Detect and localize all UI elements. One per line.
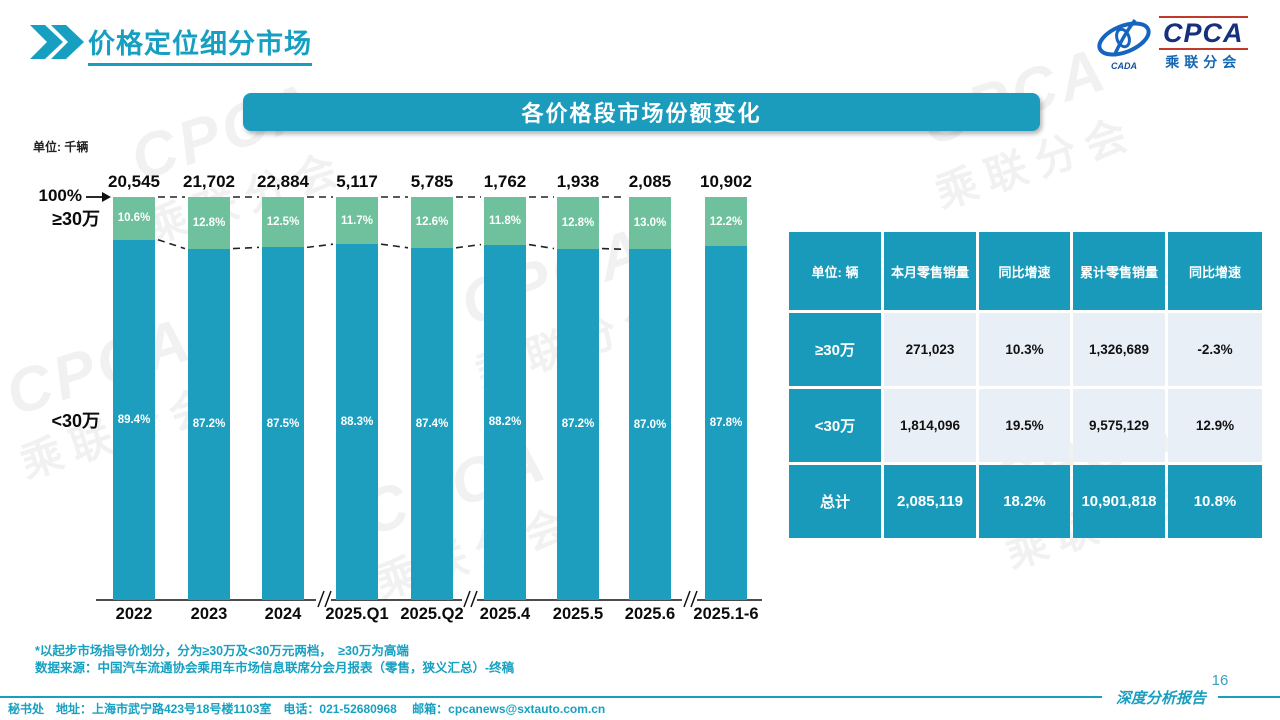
bar-segment-high: 10.6% — [113, 197, 155, 240]
bar-segment-low: 88.3% — [336, 244, 378, 600]
bar-segment-high: 11.7% — [336, 197, 378, 245]
table-header-cell: 单位: 辆 — [789, 232, 881, 310]
footer-rule-right — [1218, 696, 1280, 698]
bar-segment-low: 88.2% — [484, 244, 526, 600]
table-header-cell: 同比增速 — [979, 232, 1070, 310]
bar-segment-high: 13.0% — [629, 197, 671, 250]
bar-segment-high: 12.8% — [557, 197, 599, 249]
cpca-logo: CADA CPCA 乘联分会 — [1093, 16, 1248, 72]
table-cell: 2,085,119 — [884, 465, 976, 538]
axis-100-label: 100% — [38, 186, 82, 205]
footer-rule-left — [0, 696, 1102, 698]
bar-segment-low: 87.8% — [705, 246, 747, 600]
table-header-cell: 本月零售销量 — [884, 232, 976, 310]
footnote-source: 数据来源：中国汽车流通协会乘用车市场信息联席分会月报表（零售，狭义汇总）-终稿 — [35, 661, 515, 675]
table-row-label: 总计 — [789, 465, 881, 538]
chart-title-banner: 各价格段市场份额变化 — [243, 93, 1040, 131]
bar-segment-high: 12.5% — [262, 197, 304, 248]
bar-segment-high: 12.2% — [705, 197, 747, 247]
table-cell: 10.8% — [1168, 465, 1262, 538]
bar-segment-low: 89.4% — [113, 239, 155, 600]
bar-segment-low: 87.5% — [262, 247, 304, 600]
bar-total-label: 5,117 — [336, 172, 378, 191]
table-row-label: ≥30万 — [789, 313, 881, 386]
bar-total-label: 10,902 — [700, 172, 752, 191]
table-cell: 9,575,129 — [1073, 389, 1165, 462]
table-cell: 1,326,689 — [1073, 313, 1165, 386]
x-axis-label: 2025.6 — [624, 605, 676, 623]
page-number: 16 — [1211, 672, 1229, 689]
table-cell: 18.2% — [979, 465, 1070, 538]
summary-table: 单位: 辆本月零售销量 同比增速 累计零售销量 同比增速 ≥30万 271,023 10.3… — [789, 232, 1262, 538]
double-chevron-icon — [30, 25, 86, 64]
table-row-label: <30万 — [789, 389, 881, 462]
bar-segment-high: 11.8% — [484, 197, 526, 245]
bar-segment-low: 87.0% — [629, 249, 671, 600]
footer-contact: 秘书处 地址：上海市武宁路423号18号楼1103室 电话：021-526809… — [8, 702, 606, 716]
x-axis-label: 2023 — [190, 605, 228, 623]
logo-cpca-text: CPCA — [1159, 16, 1248, 50]
table-header-cell: 同比增速 — [1168, 232, 1262, 310]
table-cell: -2.3% — [1168, 313, 1262, 386]
bar-segment-high: 12.8% — [188, 197, 230, 249]
report-type-label: 深度分析报告 — [1115, 689, 1206, 707]
table-header-cell: 累计零售销量 — [1073, 232, 1165, 310]
logo-subtext: 乘联分会 — [1165, 54, 1242, 70]
bar-total-label: 1,762 — [483, 172, 527, 191]
emblem-caption: CADA — [1111, 61, 1137, 71]
table-cell: 19.5% — [979, 389, 1070, 462]
x-axis-label: 2025.1-6 — [693, 605, 759, 623]
table-cell: 10.3% — [979, 313, 1070, 386]
bar-segment-low: 87.2% — [557, 248, 599, 600]
bar-total-label: 21,702 — [183, 172, 235, 191]
bar-segment-low: 87.4% — [411, 247, 453, 600]
table-cell: 1,814,096 — [884, 389, 976, 462]
bar-total-label: 20,545 — [108, 172, 160, 191]
bar-segment-high: 12.6% — [411, 197, 453, 248]
table-cell: 10,901,818 — [1073, 465, 1165, 538]
bar-total-label: 1,938 — [556, 172, 600, 191]
table-cell: 12.9% — [1168, 389, 1262, 462]
series-high-label: ≥30万 — [52, 209, 100, 229]
cpca-emblem-icon: CADA — [1097, 18, 1151, 71]
x-axis-label: 2025.Q1 — [325, 605, 389, 623]
x-axis-label: 2025.5 — [552, 605, 604, 623]
logo-text-block: CPCA 乘联分会 — [1159, 16, 1248, 72]
x-axis-label: 2022 — [115, 605, 153, 623]
unit-label: 单位: 千辆 — [33, 140, 89, 154]
bar-total-label: 22,884 — [257, 172, 309, 191]
table-cell: 271,023 — [884, 313, 976, 386]
x-axis-label: 2025.4 — [479, 605, 531, 623]
x-axis-label: 2025.Q2 — [400, 605, 464, 623]
bar-total-label: 5,785 — [410, 172, 454, 191]
x-axis-label: 2024 — [264, 605, 302, 623]
bar-total-label: 2,085 — [628, 172, 672, 191]
page-title: 价格定位细分市场 — [88, 22, 312, 66]
bar-segment-low: 87.2% — [188, 248, 230, 600]
series-low-label: <30万 — [51, 411, 100, 431]
footnote-definition: *以起步市场指导价划分，分为≥30万及<30万元两档， ≥30万为高端 — [35, 644, 409, 658]
